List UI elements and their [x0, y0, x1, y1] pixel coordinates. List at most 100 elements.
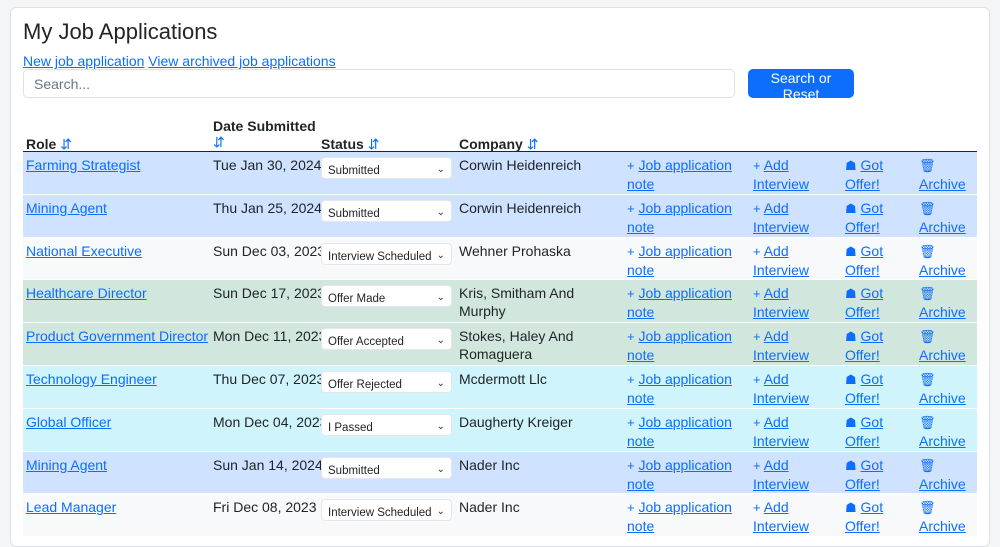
- archive-action[interactable]: 🗑 Archive: [919, 199, 979, 236]
- got-offer-action[interactable]: ☗ Got Offer!: [845, 327, 911, 364]
- got-offer-link[interactable]: Got Offer!: [845, 285, 884, 321]
- sort-icon[interactable]: ⇵: [526, 136, 539, 152]
- archive-action[interactable]: 🗑 Archive: [919, 242, 979, 279]
- status-select[interactable]: Offer Rejected ⌄: [321, 370, 452, 393]
- job-application-note-link[interactable]: Job application note: [627, 413, 732, 449]
- add-interview-action[interactable]: + Add Interview: [753, 327, 833, 364]
- got-offer-action[interactable]: ☗ Got Offer!: [845, 413, 911, 450]
- got-offer-action[interactable]: ☗ Got Offer!: [845, 284, 911, 321]
- role-link[interactable]: Technology Engineer: [26, 370, 157, 387]
- date-header[interactable]: Date Submitted ⇵: [213, 118, 316, 151]
- status-select[interactable]: Interview Scheduled ⌄: [321, 242, 452, 265]
- job-application-note-link[interactable]: Job application note: [627, 370, 732, 406]
- got-offer-action[interactable]: ☗ Got Offer!: [845, 370, 911, 407]
- status-select[interactable]: Interview Scheduled ⌄: [321, 499, 452, 522]
- add-interview-link[interactable]: Add Interview: [753, 499, 810, 535]
- archive-action[interactable]: 🗑 Archive: [919, 284, 979, 321]
- status-header[interactable]: Status ⇵: [321, 136, 379, 153]
- got-offer-link[interactable]: Got Offer!: [845, 242, 884, 278]
- add-note-action[interactable]: + Job application note: [627, 370, 747, 407]
- add-interview-link[interactable]: Add Interview: [753, 370, 810, 406]
- job-application-note-link[interactable]: Job application note: [627, 157, 732, 192]
- add-interview-action[interactable]: + Add Interview: [753, 456, 833, 493]
- archive-action[interactable]: 🗑 Archive: [919, 413, 979, 450]
- sort-icon[interactable]: ⇵: [213, 134, 225, 150]
- got-offer-action[interactable]: ☗ Got Offer!: [845, 456, 911, 493]
- add-interview-action[interactable]: + Add Interview: [753, 370, 833, 407]
- role-link[interactable]: Product Government Director: [26, 328, 209, 345]
- archived-applications-link[interactable]: View archived job applications: [148, 53, 336, 69]
- add-interview-action[interactable]: + Add Interview: [753, 156, 833, 193]
- add-note-action[interactable]: + Job application note: [627, 242, 747, 279]
- company-header[interactable]: Company ⇵: [459, 136, 538, 153]
- role-link[interactable]: Healthcare Director: [26, 285, 147, 302]
- status-select[interactable]: Submitted ⌄: [321, 456, 452, 479]
- sort-icon[interactable]: ⇵: [367, 136, 380, 152]
- role-header-label: Role: [26, 136, 57, 152]
- add-interview-link[interactable]: Add Interview: [753, 413, 810, 449]
- got-offer-link[interactable]: Got Offer!: [845, 413, 884, 449]
- got-offer-action[interactable]: ☗ Got Offer!: [845, 199, 911, 236]
- add-interview-action[interactable]: + Add Interview: [753, 284, 833, 321]
- archive-action[interactable]: 🗑 Archive: [919, 456, 979, 493]
- role-link[interactable]: Mining Agent: [26, 456, 107, 473]
- add-note-action[interactable]: + Job application note: [627, 327, 747, 364]
- job-application-note-link[interactable]: Job application note: [627, 456, 732, 492]
- add-note-action[interactable]: + Job application note: [627, 199, 747, 236]
- got-offer-link[interactable]: Got Offer!: [845, 199, 884, 235]
- add-interview-link[interactable]: Add Interview: [753, 285, 810, 321]
- status-select[interactable]: Offer Made ⌄: [321, 285, 452, 308]
- archive-link[interactable]: Archive: [919, 432, 966, 449]
- archive-link[interactable]: Archive: [919, 475, 966, 492]
- new-application-link[interactable]: New job application: [23, 53, 145, 69]
- role-link[interactable]: Mining Agent: [26, 199, 107, 216]
- add-interview-link[interactable]: Add Interview: [753, 328, 810, 364]
- archive-action[interactable]: 🗑 Archive: [919, 370, 979, 407]
- archive-link[interactable]: Archive: [919, 261, 966, 278]
- role-link[interactable]: Farming Strategist: [26, 157, 141, 173]
- add-interview-link[interactable]: Add Interview: [753, 242, 810, 278]
- archive-link[interactable]: Archive: [919, 176, 966, 192]
- job-application-note-link[interactable]: Job application note: [627, 328, 732, 364]
- search-input[interactable]: [23, 69, 735, 98]
- archive-link[interactable]: Archive: [919, 347, 966, 364]
- job-application-note-link[interactable]: Job application note: [627, 285, 732, 321]
- search-or-reset-button[interactable]: Search or Reset: [748, 69, 854, 102]
- add-interview-action[interactable]: + Add Interview: [753, 242, 833, 279]
- add-interview-link[interactable]: Add Interview: [753, 157, 810, 192]
- page-title: My Job Applications: [23, 19, 218, 44]
- add-interview-link[interactable]: Add Interview: [753, 199, 810, 235]
- archive-link[interactable]: Archive: [919, 304, 966, 321]
- status-select[interactable]: I Passed ⌄: [321, 413, 452, 436]
- status-select[interactable]: Offer Accepted ⌄: [321, 328, 452, 351]
- add-interview-link[interactable]: Add Interview: [753, 456, 810, 492]
- archive-link[interactable]: Archive: [919, 389, 966, 406]
- add-interview-action[interactable]: + Add Interview: [753, 413, 833, 450]
- job-application-note-link[interactable]: Job application note: [627, 242, 732, 278]
- archive-link[interactable]: Archive: [919, 518, 966, 535]
- status-select[interactable]: Submitted ⌄: [321, 199, 452, 222]
- role-link[interactable]: National Executive: [26, 242, 142, 259]
- got-offer-link[interactable]: Got Offer!: [845, 328, 884, 364]
- add-note-action[interactable]: + Job application note: [627, 413, 747, 450]
- got-offer-link[interactable]: Got Offer!: [845, 370, 884, 406]
- status-select[interactable]: Submitted ⌄: [321, 157, 452, 179]
- add-interview-action[interactable]: + Add Interview: [753, 199, 833, 236]
- archive-link[interactable]: Archive: [919, 218, 966, 235]
- chevron-down-icon: ⌄: [436, 164, 445, 175]
- add-note-action[interactable]: + Job application note: [627, 284, 747, 321]
- add-note-action[interactable]: + Job application note: [627, 156, 747, 193]
- job-application-note-link[interactable]: Job application note: [627, 199, 732, 235]
- got-offer-action[interactable]: ☗ Got Offer!: [845, 242, 911, 279]
- got-offer-link[interactable]: Got Offer!: [845, 157, 884, 192]
- got-offer-action[interactable]: ☗ Got Offer!: [845, 156, 911, 193]
- job-application-note-link[interactable]: Job application note: [627, 499, 732, 535]
- role-link[interactable]: Global Officer: [26, 413, 112, 430]
- got-offer-link[interactable]: Got Offer!: [845, 456, 884, 492]
- archive-action[interactable]: 🗑 Archive: [919, 327, 979, 364]
- add-note-action[interactable]: + Job application note: [627, 456, 747, 493]
- role-header[interactable]: Role ⇵: [26, 136, 72, 153]
- role-link[interactable]: Lead Manager: [26, 499, 117, 516]
- sort-icon[interactable]: ⇵: [60, 136, 72, 152]
- archive-action[interactable]: 🗑 Archive: [919, 156, 979, 193]
